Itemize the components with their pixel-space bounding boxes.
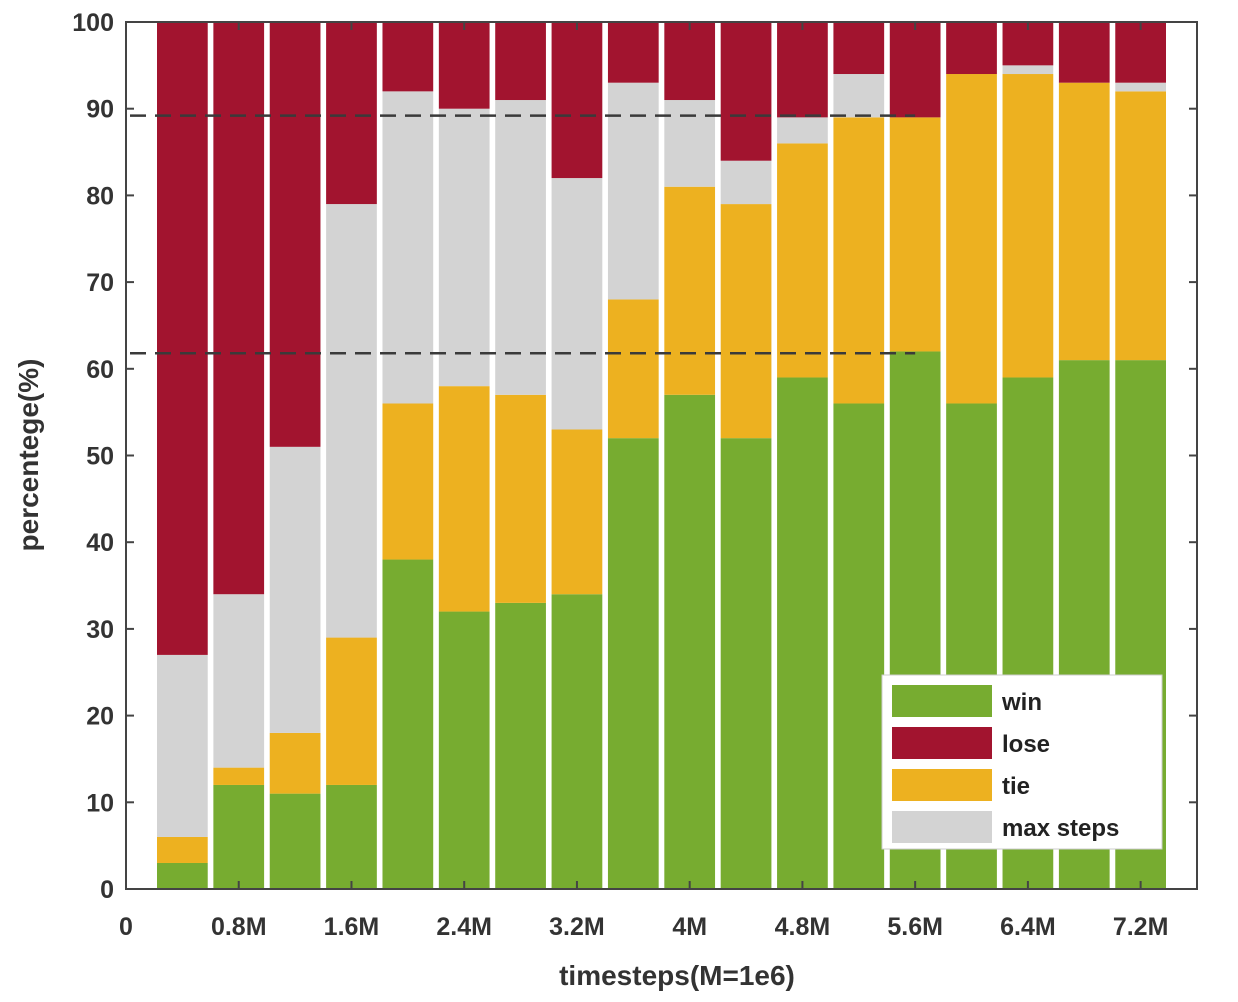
bar-segment-tie-12 [777, 143, 828, 378]
bar-segment-lose-13 [833, 22, 885, 75]
bar-segment-lose-9 [607, 22, 659, 83]
bar-segment-win-2 [213, 784, 265, 889]
bar-segment-lose-1 [157, 22, 208, 655]
bar-segment-win-8 [551, 594, 603, 889]
legend-label-tie: tie [1002, 773, 1030, 800]
bar-segment-tie-10 [664, 186, 716, 395]
bar-segment-lose-14 [889, 22, 941, 118]
y-tick-label: 40 [86, 529, 114, 557]
bar-segment-lose-8 [551, 22, 603, 179]
bar-segment-win-9 [607, 438, 659, 889]
bar-segment-tie-4 [326, 637, 377, 785]
bar-segment-win-12 [777, 377, 828, 889]
legend-swatch-max-steps [892, 811, 992, 843]
x-tick-label: 5.6M [887, 913, 943, 941]
y-tick-label: 90 [86, 96, 114, 124]
bar-segment-lose-18 [1115, 22, 1166, 83]
bar-segment-win-5 [382, 559, 434, 889]
bar-segment-max-steps-10 [664, 100, 716, 187]
x-tick-label: 1.6M [324, 913, 380, 941]
bar-segment-lose-10 [664, 22, 716, 101]
bar-segment-win-6 [438, 611, 490, 889]
bar-segment-lose-3 [269, 22, 321, 447]
bar-segment-tie-17 [1058, 82, 1110, 361]
bar-segment-max-steps-2 [213, 594, 265, 768]
bar-segment-win-7 [495, 602, 546, 889]
bar-segment-lose-5 [382, 22, 434, 92]
y-axis-title: percentege(%) [13, 359, 44, 552]
x-tick-label: 6.4M [1000, 913, 1056, 941]
x-axis-title: timesteps(M=1e6) [559, 960, 795, 991]
bar-segment-max-steps-18 [1115, 82, 1166, 92]
bar-segment-tie-3 [269, 732, 321, 794]
y-tick-label: 0 [100, 876, 114, 904]
legend-swatch-win [892, 685, 992, 717]
x-tick-label: 3.2M [549, 913, 605, 941]
legend-label-lose: lose [1002, 731, 1050, 758]
x-tick-label: 7.2M [1113, 913, 1169, 941]
bar-segment-lose-2 [213, 22, 265, 595]
y-tick-label: 20 [86, 703, 114, 731]
x-tick-label: 4.8M [775, 913, 831, 941]
y-axis: 0 10 20 30 40 50 60 70 80 90 100 [72, 9, 1197, 904]
legend: win lose tie max steps [881, 674, 1163, 850]
reference-lines-layer [130, 114, 916, 355]
bar-segment-tie-9 [607, 299, 659, 439]
bar-segment-max-steps-9 [607, 82, 659, 300]
bar-segment-win-1 [157, 862, 208, 889]
bar-segment-win-4 [326, 784, 377, 889]
bar-segment-max-steps-4 [326, 204, 377, 638]
x-tick-label: 2.4M [436, 913, 492, 941]
bar-segment-tie-8 [551, 429, 603, 595]
bar-segment-win-13 [833, 403, 885, 889]
x-tick-label: 0.8M [211, 913, 267, 941]
bar-segment-win-11 [720, 438, 772, 889]
bar-segment-tie-1 [157, 836, 208, 863]
bar-segment-max-steps-5 [382, 91, 434, 404]
x-tick-label: 4M [672, 913, 707, 941]
bar-segment-tie-2 [213, 767, 265, 785]
bar-segment-tie-5 [382, 403, 434, 560]
legend-label-max-steps: max steps [1002, 815, 1119, 842]
legend-swatch-tie [892, 769, 992, 801]
bar-segment-max-steps-12 [777, 117, 828, 144]
bar-segment-lose-4 [326, 22, 377, 205]
bar-segment-lose-15 [946, 22, 997, 75]
bar-segment-tie-16 [1002, 74, 1054, 378]
bar-segment-lose-6 [438, 22, 490, 109]
bar-segment-tie-11 [720, 204, 772, 439]
bar-segment-max-steps-3 [269, 446, 321, 733]
bar-segment-tie-6 [438, 386, 490, 612]
bar-segment-win-10 [664, 394, 716, 889]
bar-segment-max-steps-7 [495, 100, 546, 395]
legend-label-win: win [1001, 689, 1042, 716]
bar-segment-lose-11 [720, 22, 772, 161]
y-tick-label: 50 [86, 443, 114, 471]
bar-segment-lose-12 [777, 22, 828, 118]
bar-segment-lose-17 [1058, 22, 1110, 83]
y-tick-label: 100 [72, 9, 114, 37]
y-tick-label: 70 [86, 269, 114, 297]
y-tick-label: 30 [86, 616, 114, 644]
bar-segment-max-steps-1 [157, 654, 208, 837]
bar-segment-tie-15 [946, 74, 997, 404]
bar-segment-tie-18 [1115, 91, 1166, 361]
bar-segment-tie-13 [833, 117, 885, 404]
x-axis: 0 0.8M 1.6M 2.4M 3.2M 4M 4.8M 5.6M 6.4M 7.2M [119, 22, 1168, 941]
bar-segment-tie-14 [889, 117, 941, 352]
bar-segment-max-steps-16 [1002, 65, 1054, 75]
bar-segment-lose-7 [495, 22, 546, 101]
bar-segment-max-steps-8 [551, 178, 603, 430]
bar-segment-max-steps-6 [438, 108, 490, 387]
bar-segment-max-steps-11 [720, 160, 772, 205]
y-tick-label: 60 [86, 356, 114, 384]
bar-segment-tie-7 [495, 394, 546, 603]
bar-segment-win-3 [269, 793, 321, 889]
bar-segment-max-steps-13 [833, 74, 885, 118]
legend-swatch-lose [892, 727, 992, 759]
y-tick-label: 80 [86, 182, 114, 210]
x-tick-label: 0 [119, 913, 133, 941]
y-tick-label: 10 [86, 789, 114, 817]
